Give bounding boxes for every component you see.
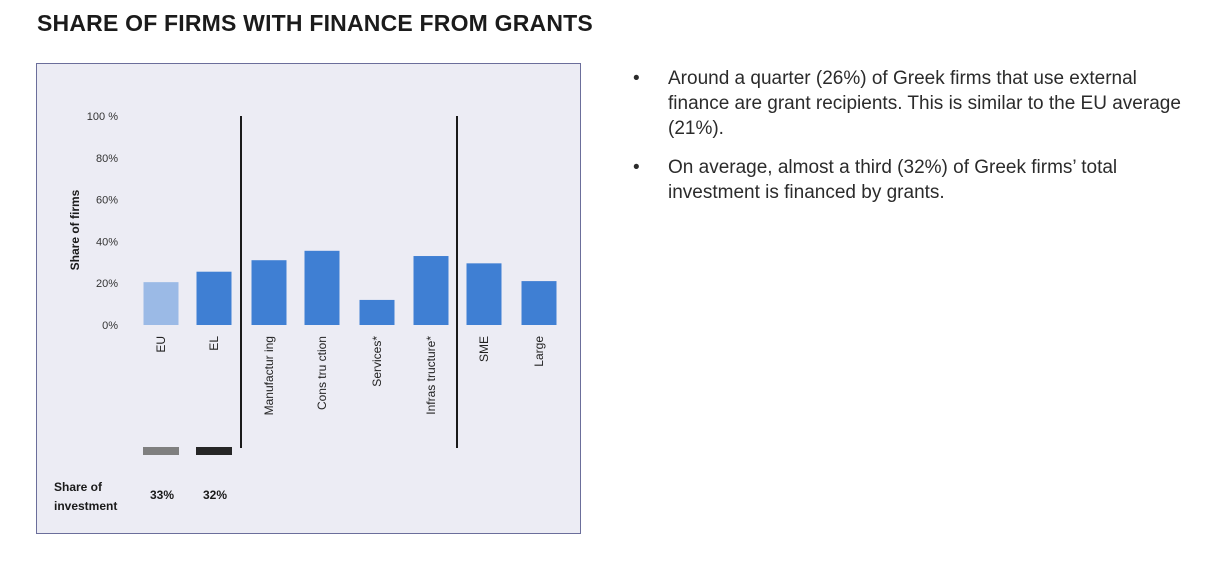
bullet-item: • On average, almost a third (32%) of Gre… xyxy=(630,155,1190,205)
bullet-icon: • xyxy=(633,157,640,178)
bullet-list: • Around a quarter (26%) of Greek firms t… xyxy=(630,66,1190,219)
investment-share-value: 32% xyxy=(203,488,227,502)
bar-chart: Share of firms 0% 20% 40% 60% 80% 100 % EU EL Man… xyxy=(54,111,557,513)
bar-manufacturing xyxy=(251,260,287,325)
y-tick-label: 40% xyxy=(96,236,118,248)
y-tick-label: 0% xyxy=(102,320,118,332)
x-tick-label: Manufactur ing xyxy=(262,336,276,415)
x-tick-label: Large xyxy=(532,336,546,367)
x-tick-label: Cons tru ction xyxy=(315,336,329,410)
y-tick-label: 100 % xyxy=(87,111,118,123)
investment-share-label-line2: investment xyxy=(54,499,117,513)
bar-large xyxy=(521,281,557,325)
bar-sme xyxy=(466,263,502,325)
investment-share-label-line1: Share of xyxy=(54,480,103,494)
bar-eu xyxy=(143,282,179,325)
bullet-text: Around a quarter (26%) of Greek firms th… xyxy=(668,68,1181,139)
bullet-text: On average, almost a third (32%) of Gree… xyxy=(668,157,1118,203)
investment-share-value: 33% xyxy=(150,488,174,502)
chart-panel: Share of firms 0% 20% 40% 60% 80% 100 % EU EL Man… xyxy=(36,63,581,534)
x-tick-label: EL xyxy=(207,336,221,351)
y-tick-label: 80% xyxy=(96,153,118,165)
bar-construction xyxy=(304,250,340,325)
bullet-item: • Around a quarter (26%) of Greek firms t… xyxy=(630,66,1190,141)
x-tick-label: EU xyxy=(154,336,168,353)
x-tick-label: SME xyxy=(477,336,491,362)
page-title: SHARE OF FIRMS WITH FINANCE FROM GRANTS xyxy=(37,10,593,36)
x-tick-label: Services* xyxy=(370,336,384,387)
bullet-icon: • xyxy=(633,68,640,89)
bar-el xyxy=(196,271,232,325)
bar-services xyxy=(359,299,395,325)
bar-infrastructure xyxy=(413,256,449,325)
y-tick-label: 20% xyxy=(96,278,118,290)
investment-share-marker xyxy=(143,447,179,455)
y-axis-title: Share of firms xyxy=(68,189,82,270)
x-tick-label: Infras tructure* xyxy=(424,336,438,415)
y-tick-label: 60% xyxy=(96,195,118,207)
investment-share-marker xyxy=(196,447,232,455)
